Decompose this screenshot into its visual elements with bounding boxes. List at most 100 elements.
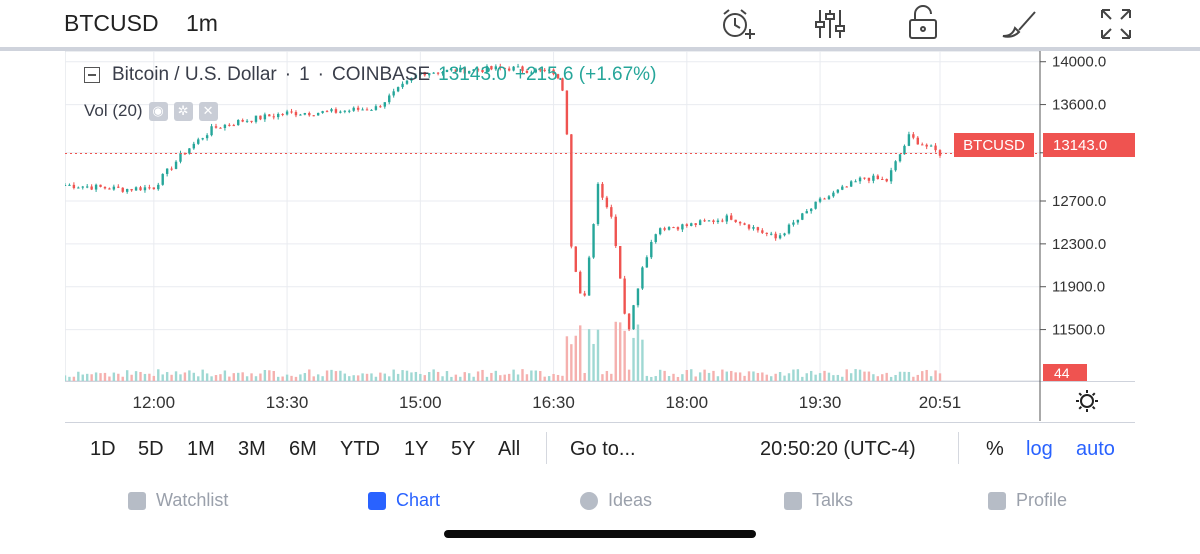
candle-body (303, 113, 307, 115)
volume-bar (623, 330, 626, 381)
volume-bar (99, 373, 102, 381)
period-6m[interactable]: 6M (289, 438, 317, 460)
candle-body (201, 138, 204, 140)
candle-body (405, 80, 409, 84)
volume-bar (348, 376, 351, 381)
candle-body (654, 234, 657, 242)
tab-talks[interactable]: Talks (784, 490, 853, 511)
volume-bar (388, 376, 391, 381)
candle-body (667, 227, 671, 230)
volume-bar (68, 376, 71, 381)
candle-body (77, 187, 80, 189)
last-price-tag: 13143.0 (1043, 133, 1135, 157)
candle-body (698, 220, 702, 225)
candle-body (361, 109, 364, 111)
candle-body (365, 109, 369, 111)
volume-bar (356, 375, 360, 381)
fullscreen-icon[interactable] (1094, 4, 1138, 44)
candle-body (845, 186, 848, 188)
lock-icon[interactable] (902, 4, 946, 44)
tab-chart[interactable]: Chart (368, 490, 440, 511)
candle-body (570, 134, 573, 247)
volume-bar (205, 373, 209, 381)
clock-label[interactable]: 20:50:20 (UTC-4) (760, 438, 916, 460)
candle-body (219, 127, 222, 129)
volume-bar (299, 374, 302, 381)
time-axis[interactable] (65, 381, 1135, 423)
period-1y[interactable]: 1Y (404, 438, 429, 460)
drawing-brush-icon[interactable] (997, 4, 1041, 44)
candle-body (849, 181, 853, 187)
candle-body (321, 111, 324, 113)
volume-tag: 44 (1043, 364, 1087, 382)
volume-bar (925, 369, 928, 381)
candle-body (690, 223, 693, 226)
candle-body (610, 207, 613, 217)
goto-button[interactable]: Go to... (570, 438, 636, 460)
tab-watchlist[interactable]: Watchlist (128, 490, 228, 511)
candle-body (241, 120, 244, 122)
volume-bar (938, 373, 942, 381)
volume-bar (316, 374, 320, 381)
volume-bar (392, 369, 395, 381)
candle-body (334, 109, 338, 113)
volume-bar (681, 374, 684, 381)
eye-icon[interactable]: ◉ (148, 101, 168, 121)
price-chart[interactable]: 14000.0 13600.0 12700.0 12300.0 11900.0 11500… (65, 51, 1135, 381)
volume-bar (827, 372, 831, 381)
series-legend: Bitcoin / U.S. Dollar · 1 · COINBASE 131… (84, 64, 656, 86)
period-all[interactable]: All (498, 438, 521, 460)
volume-bar (174, 371, 178, 381)
period-5d[interactable]: 5D (138, 438, 164, 460)
candle-body (579, 271, 582, 294)
volume-bar (894, 375, 897, 381)
timeframe-label[interactable]: 1m (186, 10, 218, 36)
symbol-label[interactable]: BTCUSD (64, 10, 159, 36)
candle-body (250, 120, 253, 122)
candle-body (121, 187, 124, 192)
volume-bar (325, 370, 329, 381)
candle-body (499, 66, 502, 69)
tab-profile[interactable]: Profile (988, 490, 1067, 511)
tab-ideas[interactable]: Ideas (580, 490, 652, 511)
period-3m[interactable]: 3M (238, 438, 266, 460)
log-toggle[interactable]: log (1026, 438, 1053, 460)
volume-bar (716, 376, 720, 381)
close-icon[interactable]: ✕ (198, 101, 218, 121)
alarm-add-icon[interactable] (715, 4, 759, 44)
candle-body (112, 186, 116, 190)
volume-bar (516, 374, 520, 381)
candle-body (596, 183, 600, 225)
candle-body (428, 73, 431, 76)
candle-body (645, 257, 649, 268)
auto-toggle[interactable]: auto (1076, 438, 1115, 460)
price-tick-label: 12300.0 (1052, 236, 1106, 253)
volume-bar (192, 372, 196, 381)
candle-body (792, 222, 795, 225)
candle-body (894, 161, 897, 171)
candle-body (228, 124, 231, 126)
period-ytd[interactable]: YTD (340, 438, 380, 460)
volume-bar (276, 376, 280, 381)
period-1m[interactable]: 1M (187, 438, 215, 460)
period-5y[interactable]: 5Y (451, 438, 476, 460)
time-tick-label: 20:51 (919, 393, 962, 412)
candle-body (485, 66, 489, 73)
symbol-price-tag: BTCUSD (954, 133, 1034, 157)
candle-body (312, 115, 315, 117)
volume-bar (72, 376, 76, 381)
volume-bar (809, 370, 813, 381)
collapse-icon[interactable] (84, 67, 100, 83)
percent-toggle[interactable]: % (986, 438, 1004, 460)
period-1d[interactable]: 1D (90, 438, 116, 460)
gear-icon[interactable] (1076, 390, 1098, 412)
volume-bar (161, 374, 164, 381)
volume-bar (574, 335, 577, 381)
indicators-icon[interactable] (808, 4, 852, 44)
volume-bar (410, 372, 413, 381)
settings-icon[interactable]: ✲ (173, 101, 193, 121)
candle-body (801, 213, 804, 220)
volume-bar (756, 372, 760, 381)
candle-body (68, 184, 71, 186)
volume-bar (134, 371, 138, 381)
